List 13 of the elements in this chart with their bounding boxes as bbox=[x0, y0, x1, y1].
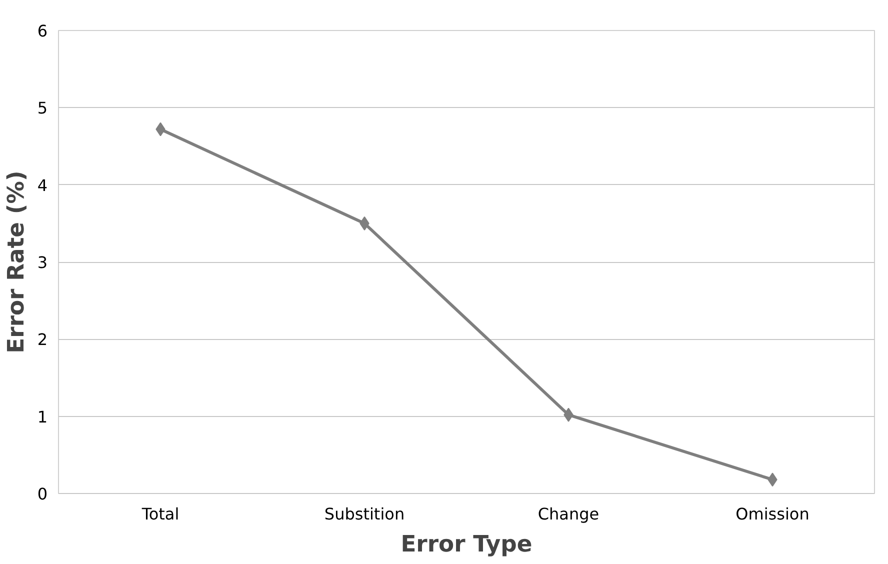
y-tick-label: 4 bbox=[37, 176, 48, 195]
y-tick-label: 2 bbox=[37, 330, 48, 350]
y-tick-label: 0 bbox=[37, 484, 48, 504]
y-tick-label: 6 bbox=[37, 22, 48, 40]
x-tick-label: Omission bbox=[736, 504, 810, 524]
y-tick-label: 3 bbox=[37, 253, 48, 272]
y-tick-label: 5 bbox=[37, 98, 48, 118]
x-tick-label: Change bbox=[538, 504, 600, 524]
y-axis-title: Error Rate (%) bbox=[3, 170, 30, 354]
x-tick-label: Total bbox=[140, 504, 180, 524]
x-tick-label: Substition bbox=[324, 504, 405, 524]
x-axis-title: Error Type bbox=[400, 532, 532, 558]
y-tick-label: 1 bbox=[37, 407, 48, 426]
